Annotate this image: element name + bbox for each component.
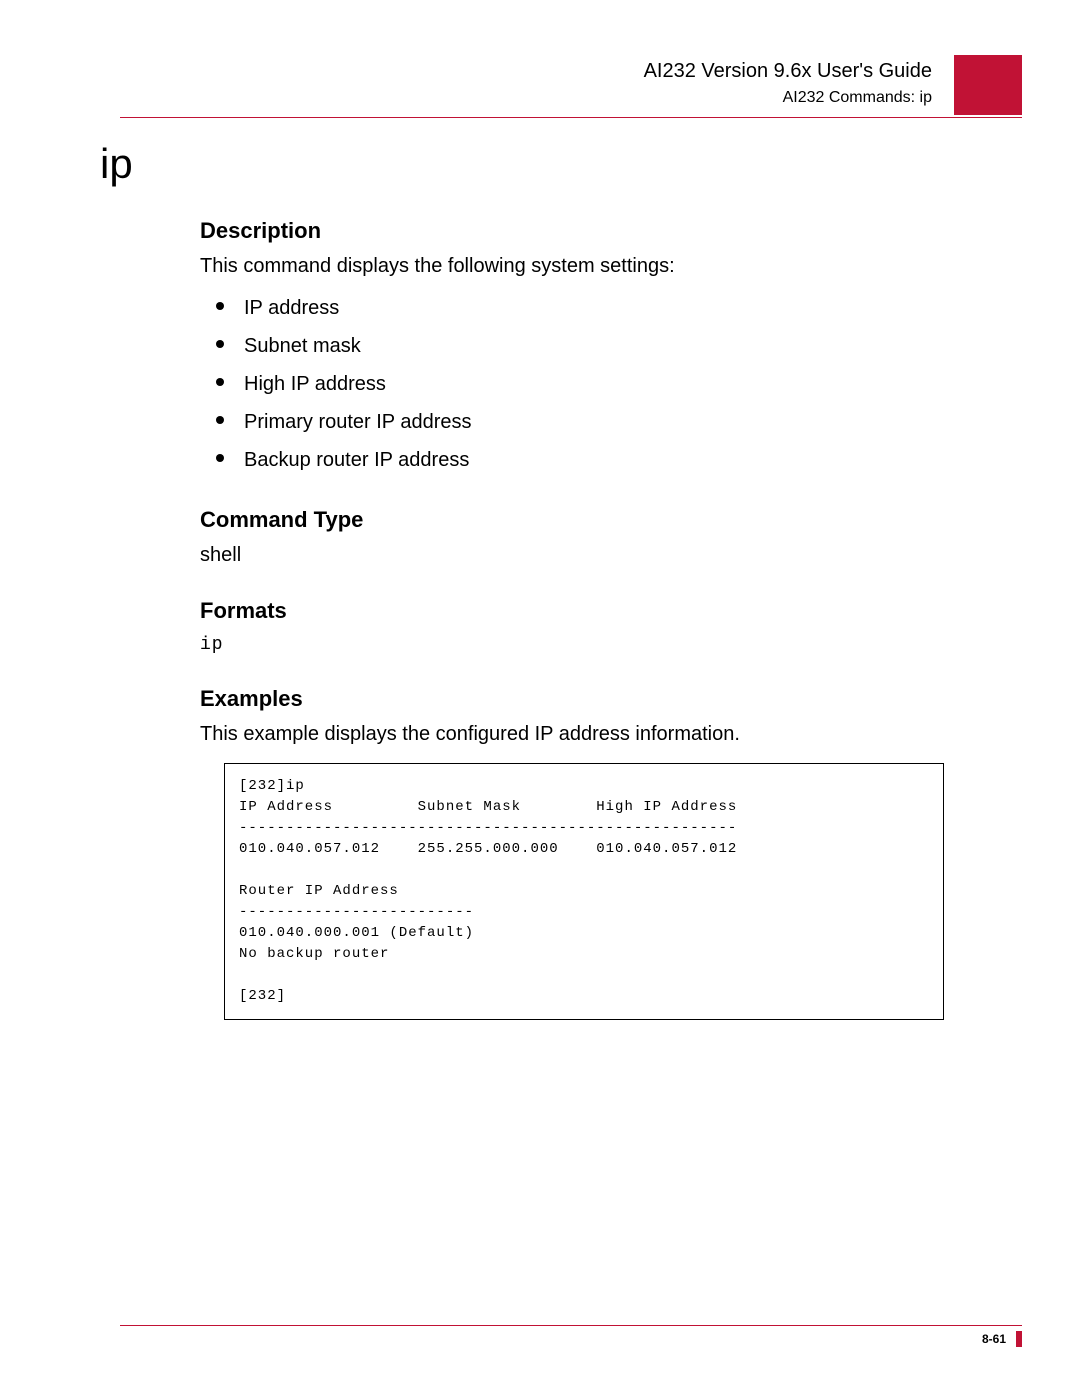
formats-heading: Formats — [200, 598, 980, 624]
examples-heading: Examples — [200, 686, 980, 712]
list-item: IP address — [216, 289, 980, 327]
list-item: Primary router IP address — [216, 403, 980, 441]
example-output: [232]ip IP Address Subnet Mask High IP A… — [239, 776, 929, 1007]
description-heading: Description — [200, 218, 980, 244]
description-list: IP address Subnet mask High IP address P… — [200, 289, 980, 479]
page-number: 8-61 — [982, 1332, 1006, 1346]
header-accent-block — [954, 55, 1022, 115]
command-type-heading: Command Type — [200, 507, 980, 533]
list-item: Backup router IP address — [216, 441, 980, 479]
guide-title: AI232 Version 9.6x User's Guide — [644, 58, 932, 85]
formats-value: ip — [200, 632, 980, 658]
footer-accent-mark — [1016, 1331, 1022, 1347]
command-name-heading: ip — [100, 140, 1022, 188]
page-footer: 8-61 — [120, 1325, 1022, 1349]
command-type-value: shell — [200, 541, 980, 570]
examples-intro: This example displays the configured IP … — [200, 720, 980, 749]
header-text-block: AI232 Version 9.6x User's Guide AI232 Co… — [644, 58, 932, 109]
content-area: Description This command displays the fo… — [200, 218, 980, 1020]
page-header: AI232 Version 9.6x User's Guide AI232 Co… — [120, 58, 1022, 118]
breadcrumb: AI232 Commands: ip — [644, 87, 932, 109]
description-intro: This command displays the following syst… — [200, 252, 980, 281]
example-output-box: [232]ip IP Address Subnet Mask High IP A… — [224, 763, 944, 1020]
document-page: AI232 Version 9.6x User's Guide AI232 Co… — [0, 0, 1080, 1397]
list-item: High IP address — [216, 365, 980, 403]
list-item: Subnet mask — [216, 327, 980, 365]
